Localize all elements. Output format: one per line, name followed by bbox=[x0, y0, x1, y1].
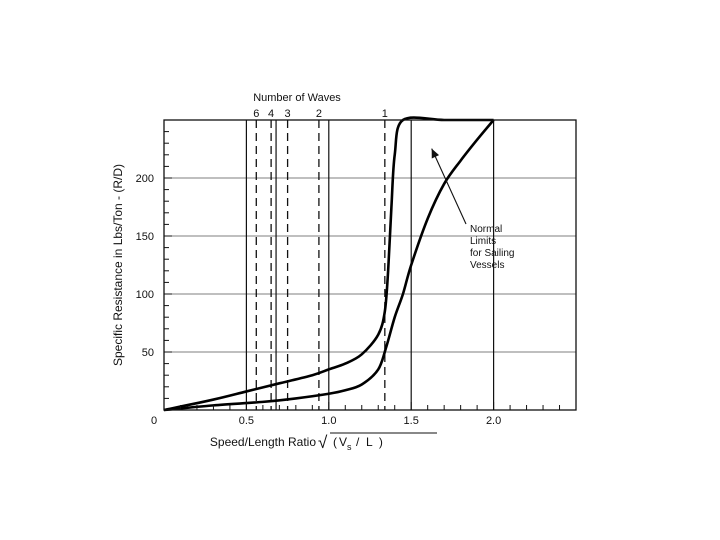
x-tick-label: 1.0 bbox=[321, 415, 336, 427]
x-axis-formula-v: V bbox=[339, 435, 347, 449]
y-tick-label: 200 bbox=[136, 173, 154, 185]
x-tick-label: 1.5 bbox=[404, 415, 419, 427]
x-axis-formula-open: ( bbox=[333, 435, 337, 449]
annotation-line: Vessels bbox=[470, 260, 504, 271]
x-axis-formula-sub: s bbox=[347, 442, 352, 452]
y-tick-label: 100 bbox=[136, 289, 154, 301]
y-tick-label: 150 bbox=[136, 231, 154, 243]
x-axis-label: Speed/Length Ratio bbox=[210, 435, 316, 449]
axis-ticks: 50 100 150 200 0 0.5 1.0 1.5 2.0 bbox=[136, 131, 561, 427]
y-tick-label: 50 bbox=[142, 347, 154, 359]
annotation-arrow-head bbox=[431, 148, 440, 159]
y-axis-label: Specific Resistance in Lbs/Ton - (R/D) bbox=[111, 164, 125, 366]
annotation-line: Limits bbox=[470, 236, 496, 247]
annotation-line: Normal bbox=[470, 224, 502, 235]
wave-label: 1 bbox=[382, 108, 388, 120]
upper-limit-curve bbox=[163, 116, 494, 412]
grid-layer bbox=[164, 120, 576, 410]
annotation-line: for Sailing bbox=[470, 248, 514, 259]
x-tick-label: 0 bbox=[151, 415, 157, 427]
lower-limit-curve bbox=[163, 119, 495, 412]
wave-label: 3 bbox=[285, 108, 291, 120]
x-tick-label: 2.0 bbox=[486, 415, 501, 427]
top-axis-title: Number of Waves bbox=[253, 92, 341, 104]
wave-label: 4 bbox=[268, 108, 274, 120]
x-axis-formula-rest: / L ) bbox=[356, 435, 383, 449]
wave-label: 6 bbox=[253, 108, 259, 120]
wave-label: 2 bbox=[316, 108, 322, 120]
curves bbox=[163, 116, 495, 412]
x-tick-label: 0.5 bbox=[239, 415, 254, 427]
x-axis-radical: √ bbox=[318, 433, 328, 452]
plot-frame bbox=[163, 119, 577, 411]
x-axis-label-group: Speed/Length Ratio √ ( V s / L ) bbox=[210, 432, 437, 452]
annotation-arrow-line bbox=[431, 148, 467, 225]
